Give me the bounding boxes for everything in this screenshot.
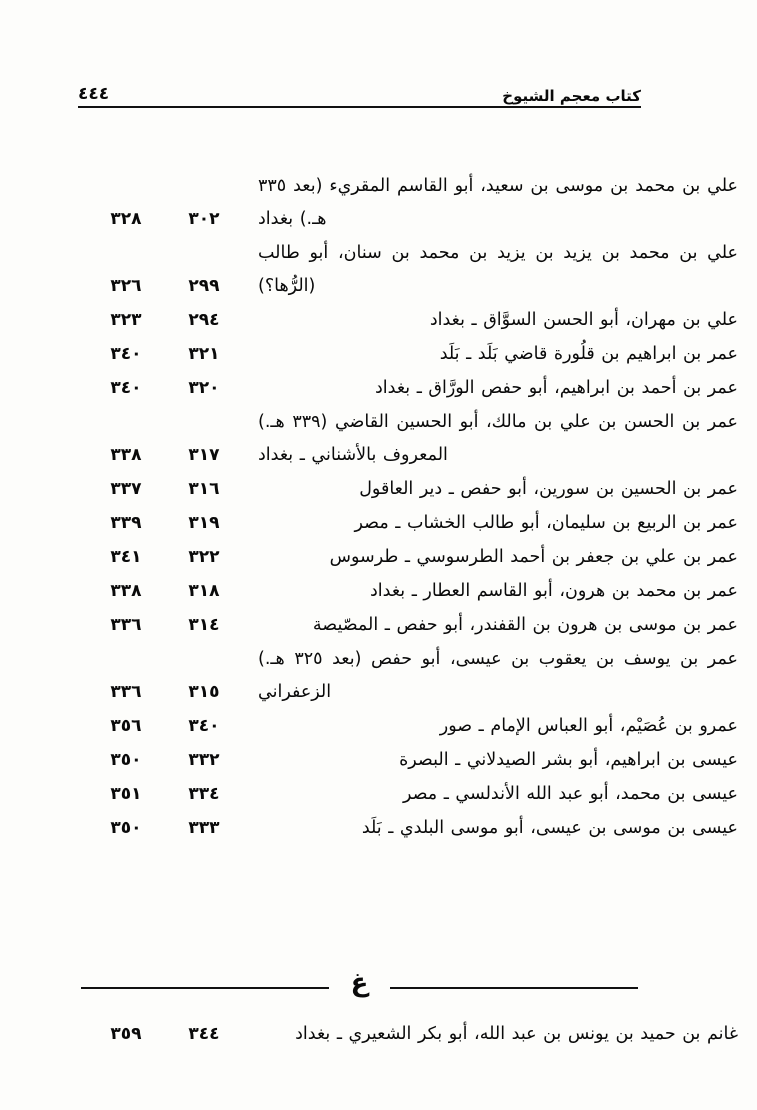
entry-title: عمر بن الربيع بن سليمان، أبو طالب الخشاب… (354, 513, 738, 533)
index-entry: غانم بن حميد بن يونس بن عبد الله، أبو بك… (78, 1018, 738, 1051)
divider-rule-right (80, 987, 329, 989)
entry-page-numbers: ٣٣٩ ٣١٩ (78, 507, 228, 540)
index-entry-list: علي بن محمد بن موسى بن سعيد، أبو القاسم … (78, 170, 738, 846)
index-entry: عمر بن يوسف بن يعقوب بن عيسى، أبو حفص (ب… (78, 643, 738, 709)
entry-number-inner: ٣١٩ (188, 513, 220, 533)
entry-number-outer: ٣٣٦ (110, 615, 142, 635)
index-entry: عمر بن الحسن بن علي بن مالك، أبو الحسين … (78, 406, 738, 472)
index-entry: علي بن مهران، أبو الحسن السوَّاق ـ بغداد… (78, 304, 738, 337)
entry-page-numbers: ٣٢٦ ٢٩٩ (78, 270, 228, 303)
entry-number-inner: ٣٠٢ (188, 209, 220, 229)
entry-number-outer: ٣٣٨ (110, 581, 142, 601)
index-entry: علي بن محمد بن موسى بن سعيد، أبو القاسم … (78, 170, 738, 236)
entry-number-inner: ٣١٨ (188, 581, 220, 601)
entry-page-numbers: ٣٥١ ٣٣٤ (78, 778, 228, 811)
index-entry: عمر بن الحسين بن سورين، أبو حفص ـ دير ال… (78, 473, 738, 506)
entry-number-outer: ٣٥٠ (110, 818, 142, 838)
index-entry: عيسى بن محمد، أبو عبد الله الأندلسي ـ مص… (78, 778, 738, 811)
entry-page-numbers: ٣٤٠ ٣٢١ (78, 338, 228, 371)
index-entry: عيسى بن موسى بن عيسى، أبو موسى البلدي ـ … (78, 812, 738, 845)
index-entry: عمر بن محمد بن هرون، أبو القاسم العطار ـ… (78, 575, 738, 608)
entry-title: علي بن محمد بن يزيد بن يزيد بن محمد بن س… (258, 243, 738, 296)
entry-page-numbers: ٣٥٩ ٣٤٤ (78, 1018, 228, 1051)
entry-title: عيسى بن موسى بن عيسى، أبو موسى البلدي ـ … (361, 818, 738, 838)
entry-page-numbers: ٣٤٠ ٣٢٠ (78, 372, 228, 405)
entry-number-inner: ٣١٦ (188, 479, 220, 499)
running-header: كتاب معجم الشيوخ ٤٤٤ (78, 78, 641, 108)
entry-number-outer: ٣٢٣ (110, 310, 142, 330)
letter-section-ghayn: غ غانم بن حميد بن يونس بن عبد الله، أبو … (78, 930, 738, 1052)
entry-page-numbers: ٣٥٦ ٣٤٠ (78, 710, 228, 743)
entry-number-inner: ٣٤٤ (188, 1024, 220, 1044)
entry-title: غانم بن حميد بن يونس بن عبد الله، أبو بك… (295, 1024, 738, 1044)
entry-title: عمرو بن عُصَيْم، أبو العباس الإمام ـ صور (439, 716, 738, 736)
divider-rule-left (390, 987, 639, 989)
entry-number-inner: ٣٢٠ (188, 378, 220, 398)
entry-page-numbers: ٣٢٣ ٢٩٤ (78, 304, 228, 337)
entry-number-inner: ٣٣٣ (188, 818, 220, 838)
index-entry: عمر بن ابراهيم بن قلُورة قاضي بَلَد ـ بَ… (78, 338, 738, 371)
entry-number-outer: ٣٣٧ (110, 479, 142, 499)
entry-title: عيسى بن محمد، أبو عبد الله الأندلسي ـ مص… (402, 784, 738, 804)
index-entry: عيسى بن ابراهيم، أبو بشر الصيدلاني ـ الب… (78, 744, 738, 777)
entry-number-inner: ٣٣٤ (188, 784, 220, 804)
entry-page-numbers: ٣٣٧ ٣١٦ (78, 473, 228, 506)
entry-title: عمر بن أحمد بن ابراهيم، أبو حفص الورَّاق… (375, 378, 738, 398)
entry-title: عيسى بن ابراهيم، أبو بشر الصيدلاني ـ الب… (399, 750, 738, 770)
entry-number-inner: ٢٩٩ (188, 276, 220, 296)
entry-number-inner: ٣٢٢ (188, 547, 220, 567)
entry-number-outer: ٣٥٩ (110, 1024, 142, 1044)
entry-number-inner: ٣٢١ (188, 344, 220, 364)
entry-page-numbers: ٣٣٨ ٣١٧ (78, 439, 228, 472)
entry-page-numbers: ٣٤١ ٣٢٢ (78, 541, 228, 574)
entry-title: علي بن محمد بن موسى بن سعيد، أبو القاسم … (258, 176, 738, 229)
entry-number-inner: ٣١٥ (188, 682, 220, 702)
entry-number-outer: ٣٥٠ (110, 750, 142, 770)
entry-page-numbers: ٣٥٠ ٣٣٣ (78, 812, 228, 845)
entry-title: عمر بن الحسين بن سورين، أبو حفص ـ دير ال… (359, 479, 738, 499)
entry-number-outer: ٣٤٠ (110, 344, 142, 364)
index-entry: عمر بن الربيع بن سليمان، أبو طالب الخشاب… (78, 507, 738, 540)
entry-number-inner: ٣٤٠ (188, 716, 220, 736)
index-entry: عمر بن علي بن جعفر بن أحمد الطرسوسي ـ طر… (78, 541, 738, 574)
entry-number-outer: ٣٤١ (110, 547, 142, 567)
entry-number-outer: ٣٤٠ (110, 378, 142, 398)
entry-number-outer: ٣٥١ (110, 784, 142, 804)
entry-number-outer: ٣٥٦ (110, 716, 142, 736)
section-letter: غ (350, 968, 369, 998)
entry-number-outer: ٣٣٦ (110, 682, 142, 702)
entry-page-numbers: ٣٣٦ ٣١٤ (78, 609, 228, 642)
entry-number-outer: ٣٣٨ (110, 445, 142, 465)
entry-page-numbers: ٣٣٦ ٣١٥ (78, 676, 228, 709)
book-title: كتاب معجم الشيوخ (502, 86, 641, 105)
entry-title: عمر بن علي بن جعفر بن أحمد الطرسوسي ـ طر… (329, 547, 738, 567)
entry-page-numbers: ٣٥٠ ٣٣٢ (78, 744, 228, 777)
entry-title: علي بن مهران، أبو الحسن السوَّاق ـ بغداد (429, 310, 738, 330)
entry-number-outer: ٣٣٩ (110, 513, 142, 533)
entry-title: عمر بن ابراهيم بن قلُورة قاضي بَلَد ـ بَ… (439, 344, 738, 364)
index-entry: عمرو بن عُصَيْم، أبو العباس الإمام ـ صور… (78, 710, 738, 743)
entry-title: عمر بن يوسف بن يعقوب بن عيسى، أبو حفص (ب… (258, 649, 738, 702)
page-number: ٤٤٤ (78, 84, 110, 105)
entry-number-outer: ٣٢٦ (110, 276, 142, 296)
entry-number-inner: ٣٣٢ (188, 750, 220, 770)
entry-title: عمر بن موسى بن هرون بن القفندر، أبو حفص … (312, 615, 738, 635)
index-entry: عمر بن أحمد بن ابراهيم، أبو حفص الورَّاق… (78, 372, 738, 405)
entry-number-inner: ٣١٤ (188, 615, 220, 635)
entry-page-numbers: ٣٢٨ ٣٠٢ (78, 203, 228, 236)
entry-number-inner: ٢٩٤ (188, 310, 220, 330)
entry-number-outer: ٣٢٨ (110, 209, 142, 229)
ghayn-entry-list: غانم بن حميد بن يونس بن عبد الله، أبو بك… (78, 1018, 738, 1051)
entry-page-numbers: ٣٣٨ ٣١٨ (78, 575, 228, 608)
index-entry: عمر بن موسى بن هرون بن القفندر، أبو حفص … (78, 609, 738, 642)
entry-title: عمر بن محمد بن هرون، أبو القاسم العطار ـ… (370, 581, 738, 601)
entry-title: عمر بن الحسن بن علي بن مالك، أبو الحسين … (258, 412, 739, 465)
entry-number-inner: ٣١٧ (188, 445, 220, 465)
index-entry: علي بن محمد بن يزيد بن يزيد بن محمد بن س… (78, 237, 738, 303)
section-divider: غ (78, 964, 641, 1008)
